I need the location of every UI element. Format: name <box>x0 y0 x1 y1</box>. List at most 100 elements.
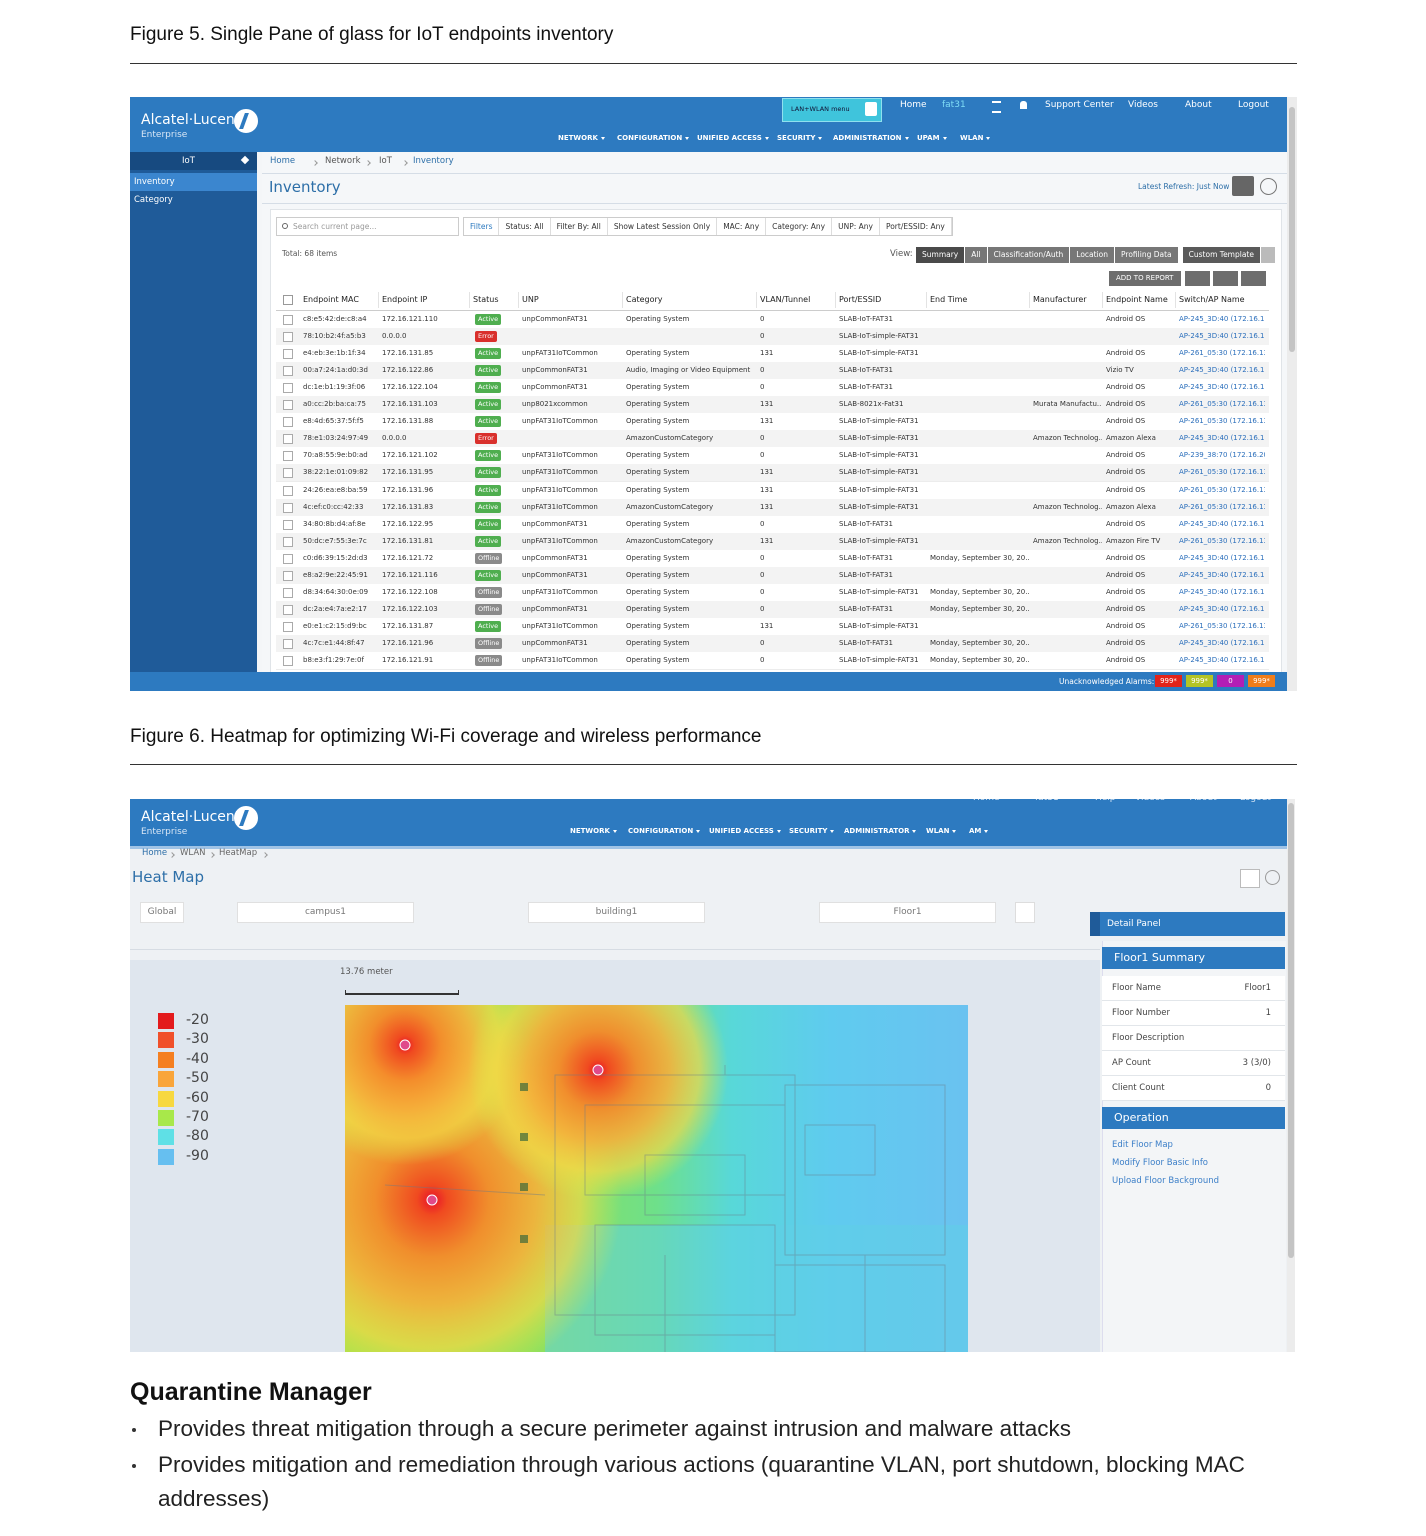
top-link[interactable]: Help <box>1095 799 1116 803</box>
breadcrumb[interactable]: Home <box>142 848 168 858</box>
icon-button[interactable] <box>1213 271 1238 286</box>
delete-button[interactable] <box>1015 902 1035 923</box>
top-link[interactable]: Support Center <box>1045 100 1114 110</box>
table-cell[interactable]: AP-261_05:30 (172.16.130 <box>1179 349 1265 358</box>
checkbox[interactable] <box>283 366 293 377</box>
nav-item[interactable]: UPAM <box>917 134 947 142</box>
checkbox[interactable] <box>283 315 293 325</box>
table-cell[interactable]: AP-245_3D:40 (172.16.125 <box>1179 366 1265 375</box>
filter-chip[interactable]: Show Latest Session Only <box>608 218 718 235</box>
table-cell[interactable]: AP-261_05:30 (172.16.130 <box>1179 485 1265 494</box>
alarm-badge[interactable]: 0 <box>1217 675 1244 687</box>
table-cell[interactable]: AP-245_3D:40 (172.16.125 <box>1179 315 1265 323</box>
checkbox[interactable] <box>283 349 293 360</box>
search-box[interactable]: Search current page... <box>276 217 459 236</box>
nav-item[interactable]: CONFIGURATION <box>628 827 700 835</box>
table-cell[interactable]: AP-245_3D:40 (172.16.125 <box>1179 656 1265 664</box>
custom-template[interactable]: Custom Template <box>1182 247 1260 263</box>
nav-item[interactable]: WLAN <box>926 827 956 835</box>
table-cell[interactable]: AP-245_3D:40 (172.16.125 <box>1179 383 1265 392</box>
alarm-badge[interactable]: 999* <box>1186 675 1213 687</box>
nav-item[interactable]: SECURITY <box>789 827 834 835</box>
operation-link[interactable]: Modify Floor Basic Info <box>1112 1158 1209 1168</box>
nav-item[interactable]: ADMINISTRATION <box>833 134 909 142</box>
top-link[interactable]: About <box>1190 799 1217 803</box>
selector[interactable]: Global <box>140 902 184 923</box>
checkbox[interactable] <box>283 502 293 513</box>
column-header[interactable]: Switch/AP Name <box>1179 295 1245 304</box>
table-cell[interactable]: AP-261_05:30 (172.16.130 <box>1179 417 1265 426</box>
checkbox[interactable] <box>283 570 293 581</box>
table-cell[interactable]: AP-261_05:30 (172.16.130 <box>1179 621 1265 630</box>
filter-chip[interactable]: Category: Any <box>766 218 833 235</box>
table-cell[interactable]: AP-261_05:30 (172.16.130 <box>1179 502 1265 511</box>
column-header[interactable]: Manufacturer <box>1033 295 1087 304</box>
top-link[interactable]: fat31 <box>1035 799 1059 803</box>
view-tab[interactable]: Summary <box>916 247 965 263</box>
checkbox[interactable] <box>283 519 293 530</box>
top-link[interactable]: Logout <box>1238 100 1269 110</box>
nav-item[interactable]: NETWORK <box>570 827 617 835</box>
top-link[interactable]: About <box>1185 100 1212 110</box>
settings-button[interactable] <box>1260 247 1275 263</box>
nav-item[interactable]: UNIFIED ACCESS <box>709 827 781 835</box>
filter-chip[interactable]: Status: All <box>499 218 551 235</box>
help-button[interactable] <box>1260 178 1277 195</box>
icon-button[interactable] <box>1185 271 1210 286</box>
alarm-badge[interactable]: 999* <box>1155 675 1182 687</box>
checkbox[interactable] <box>283 656 293 666</box>
checkbox[interactable] <box>283 451 293 462</box>
column-header[interactable]: Endpoint IP <box>382 295 428 304</box>
table-cell[interactable]: AP-245_3D:40 (172.16.125 <box>1179 332 1265 341</box>
nav-item[interactable]: NETWORK <box>558 134 605 142</box>
add-to-report[interactable]: ADD TO REPORT <box>1109 271 1181 286</box>
detail-panel-bar[interactable]: Detail Panel <box>1090 912 1285 936</box>
help-button[interactable] <box>1265 870 1280 885</box>
table-cell[interactable]: AP-245_3D:40 (172.16.125 <box>1179 434 1265 443</box>
table-cell[interactable]: AP-245_3D:40 (172.16.125 <box>1179 553 1265 562</box>
table-cell[interactable]: AP-239_38:70 (172.16.207 <box>1179 451 1265 460</box>
checkbox[interactable] <box>283 400 293 411</box>
menu-select[interactable]: LAN+WLAN menu <box>782 98 882 122</box>
selector[interactable]: campus1 <box>237 902 414 923</box>
filter-chip[interactable]: Filter By: All <box>551 218 608 235</box>
checkbox[interactable] <box>283 621 293 632</box>
checkbox[interactable] <box>283 434 293 445</box>
checkbox[interactable] <box>283 485 293 496</box>
nav-item[interactable]: CONFIGURATION <box>617 134 689 142</box>
view-tab[interactable]: Classification/Auth <box>987 247 1070 263</box>
filter-chip[interactable]: MAC: Any <box>717 218 767 235</box>
filter-chip[interactable]: Filters <box>464 218 500 235</box>
column-header[interactable]: Endpoint MAC <box>303 295 359 304</box>
top-link[interactable]: Home <box>900 100 927 110</box>
checkbox[interactable] <box>283 536 293 547</box>
top-link[interactable]: Logout <box>1240 799 1271 803</box>
table-cell[interactable]: AP-245_3D:40 (172.16.125 <box>1179 519 1265 528</box>
table-cell[interactable]: AP-245_3D:40 (172.16.125 <box>1179 604 1265 613</box>
checkbox[interactable] <box>283 638 293 649</box>
selector[interactable]: building1 <box>528 902 705 923</box>
view-tab[interactable]: Profiling Data <box>1115 247 1178 263</box>
nav-item[interactable]: SECURITY <box>777 134 822 142</box>
checkbox[interactable] <box>283 383 293 394</box>
checkbox[interactable] <box>283 553 293 564</box>
top-link[interactable]: Videos <box>1135 799 1165 803</box>
nav-item[interactable]: WLAN <box>960 134 990 142</box>
alarm-badge[interactable]: 999* <box>1248 675 1275 687</box>
top-link[interactable]: Videos <box>1128 100 1158 110</box>
checkbox[interactable] <box>283 604 293 615</box>
top-link[interactable]: Home <box>973 799 1000 803</box>
table-cell[interactable]: AP-261_05:30 (172.16.130 <box>1179 468 1265 477</box>
filter-chip[interactable]: UNP: Any <box>832 218 880 235</box>
checkbox[interactable] <box>283 468 293 479</box>
icon-button[interactable] <box>1241 271 1266 286</box>
table-cell[interactable]: AP-245_3D:40 (172.16.125 <box>1179 638 1265 647</box>
column-header[interactable]: Endpoint Name <box>1106 295 1168 304</box>
table-cell[interactable]: AP-245_3D:40 (172.16.125 <box>1179 570 1265 579</box>
operation-link[interactable]: Edit Floor Map <box>1112 1140 1173 1150</box>
nav-item[interactable]: AM <box>969 827 988 835</box>
checkbox[interactable] <box>283 295 293 305</box>
view-tab[interactable]: Location <box>1070 247 1115 263</box>
column-header[interactable]: VLAN/Tunnel <box>760 295 811 304</box>
breadcrumb[interactable]: WLAN <box>180 848 206 858</box>
